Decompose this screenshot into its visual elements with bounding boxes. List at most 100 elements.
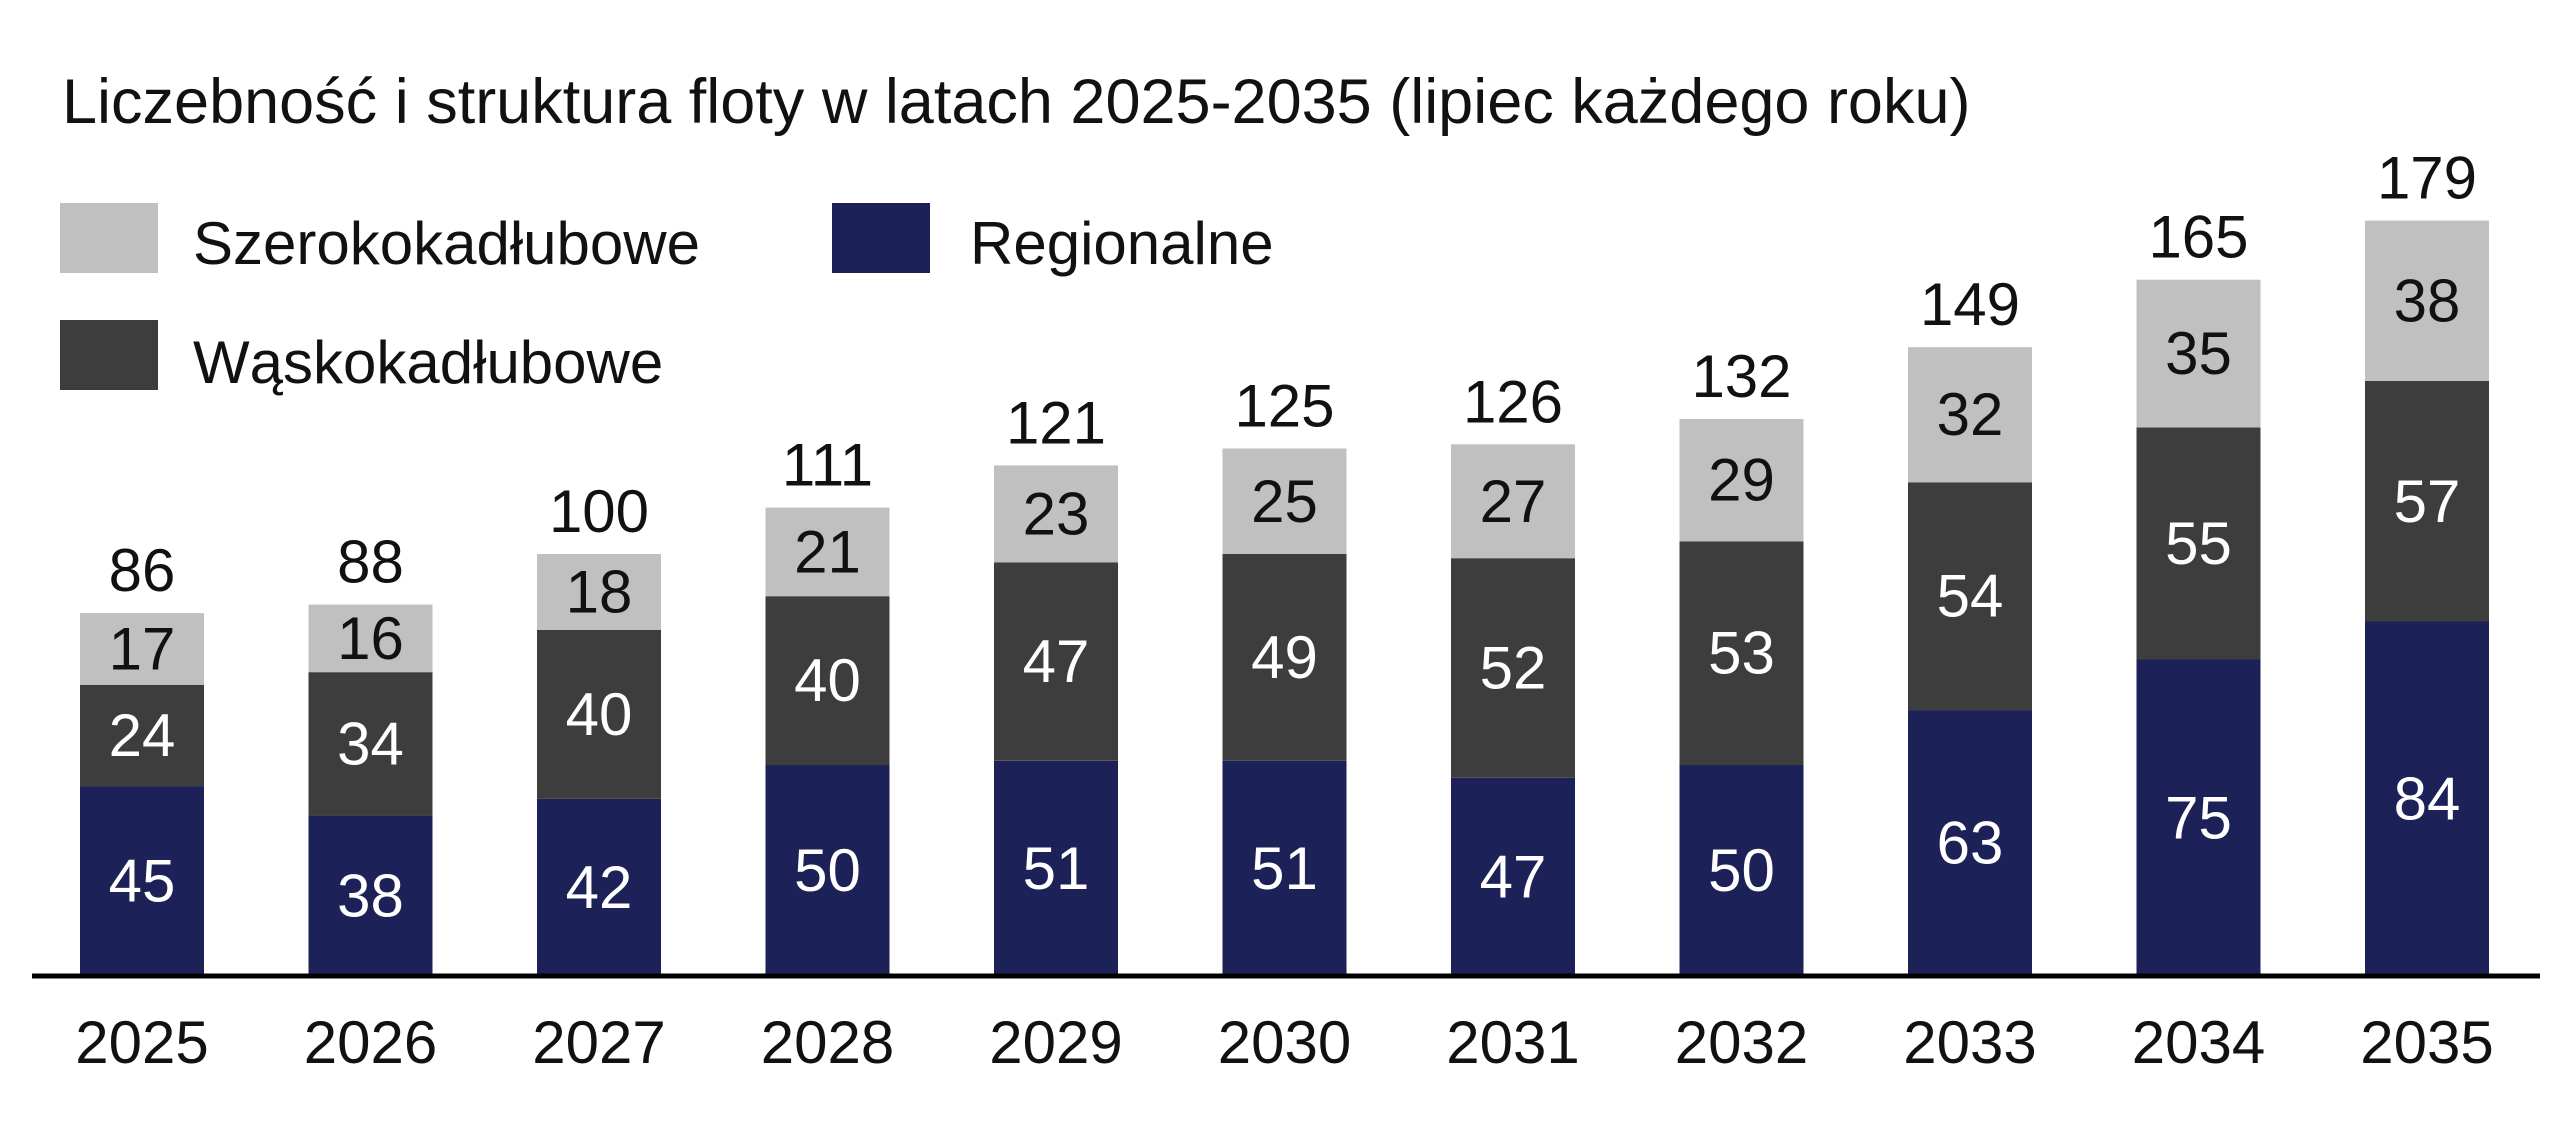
segment-label-waskokadlubowe-2029: 47 — [1023, 628, 1090, 695]
segment-label-waskokadlubowe-2035: 57 — [2394, 468, 2461, 535]
bar-segment-szerokokadlubowe-2035 — [2365, 220, 2489, 381]
bar-segment-regionalne-2029 — [994, 760, 1118, 976]
totals-group: 86 88 100 111 121 125 126 132 149 165 179 — [109, 145, 2477, 604]
segment-label-waskokadlubowe-2026: 34 — [337, 710, 404, 777]
bar-segment-regionalne-2028 — [765, 765, 890, 976]
segment-label-waskokadlubowe-2032: 53 — [1708, 620, 1775, 687]
bar-segment-regionalne-2033 — [1908, 710, 2032, 976]
legend-swatch-waskokadlubowe — [60, 320, 158, 390]
segment-label-waskokadlubowe-2033: 54 — [1937, 563, 2004, 630]
legend-label-szerokokadlubowe: Szerokokadłubowe — [193, 210, 700, 277]
bar-segment-waskokadlubowe-2033 — [1908, 482, 2032, 711]
x-tick-label-2031: 2031 — [1446, 1009, 1579, 1076]
segment-label-regionalne-2030: 51 — [1251, 835, 1318, 902]
total-label-2031: 126 — [1463, 368, 1563, 435]
segment-label-waskokadlubowe-2031: 52 — [1480, 634, 1547, 701]
bars-group: 45 24 17 38 34 16 42 40 18 50 40 21 51 47 23 51 49 25 47 52… — [80, 220, 2489, 976]
segment-label-szerokokadlubowe-2026: 16 — [337, 605, 404, 672]
bar-segment-waskokadlubowe-2030 — [1222, 554, 1347, 761]
total-label-2029: 121 — [1006, 389, 1106, 456]
x-tick-label-2035: 2035 — [2360, 1009, 2493, 1076]
total-label-2030: 125 — [1234, 373, 1334, 440]
segment-label-szerokokadlubowe-2030: 25 — [1251, 468, 1318, 535]
segment-label-regionalne-2033: 63 — [1937, 810, 2004, 877]
bar-segment-szerokokadlubowe-2030 — [1222, 448, 1347, 554]
segment-label-regionalne-2025: 45 — [109, 848, 176, 915]
segment-label-regionalne-2027: 42 — [566, 854, 633, 921]
bar-segment-szerokokadlubowe-2025 — [80, 613, 204, 685]
x-tick-label-2028: 2028 — [761, 1009, 894, 1076]
segment-label-waskokadlubowe-2034: 55 — [2165, 510, 2232, 577]
segment-label-szerokokadlubowe-2027: 18 — [566, 559, 633, 626]
x-tick-label-2025: 2025 — [75, 1009, 208, 1076]
bar-segment-szerokokadlubowe-2029 — [994, 465, 1118, 563]
segment-label-waskokadlubowe-2027: 40 — [566, 681, 633, 748]
total-label-2032: 132 — [1691, 343, 1791, 410]
chart-title: Liczebność i struktura floty w latach 20… — [62, 67, 1971, 137]
total-label-2028: 111 — [782, 432, 873, 499]
bar-segment-szerokokadlubowe-2027 — [537, 554, 661, 630]
bar-segment-regionalne-2031 — [1451, 777, 1575, 976]
legend: Szerokokadłubowe Regionalne Wąskokadłubowe — [60, 203, 1274, 396]
segment-label-szerokokadlubowe-2034: 35 — [2165, 320, 2232, 387]
bar-segment-szerokokadlubowe-2032 — [1679, 419, 1804, 542]
bar-segment-regionalne-2034 — [2136, 659, 2261, 976]
segment-label-szerokokadlubowe-2035: 38 — [2394, 267, 2461, 334]
total-label-2033: 149 — [1920, 271, 2020, 338]
segment-label-szerokokadlubowe-2033: 32 — [1937, 381, 2004, 448]
total-label-2034: 165 — [2148, 204, 2248, 271]
x-tick-label-2033: 2033 — [1903, 1009, 2036, 1076]
segment-label-waskokadlubowe-2028: 40 — [794, 647, 861, 714]
x-tick-label-2029: 2029 — [989, 1009, 1122, 1076]
legend-swatch-regionalne — [832, 203, 930, 273]
bar-segment-waskokadlubowe-2025 — [80, 684, 204, 787]
bar-segment-waskokadlubowe-2032 — [1679, 541, 1804, 765]
bar-segment-szerokokadlubowe-2031 — [1451, 444, 1575, 559]
legend-label-waskokadlubowe: Wąskokadłubowe — [193, 329, 663, 396]
total-label-2026: 88 — [337, 529, 404, 596]
bar-segment-waskokadlubowe-2029 — [994, 562, 1118, 761]
bar-segment-regionalne-2035 — [2365, 621, 2489, 976]
segment-label-regionalne-2035: 84 — [2394, 765, 2461, 832]
bar-segment-waskokadlubowe-2028 — [765, 596, 890, 765]
segment-label-szerokokadlubowe-2032: 29 — [1708, 447, 1775, 514]
bar-segment-waskokadlubowe-2035 — [2365, 381, 2489, 622]
segment-label-regionalne-2032: 50 — [1708, 837, 1775, 904]
bar-segment-regionalne-2027 — [537, 798, 661, 976]
segment-label-szerokokadlubowe-2028: 21 — [794, 518, 861, 585]
total-label-2025: 86 — [109, 537, 176, 604]
x-tick-label-2030: 2030 — [1218, 1009, 1351, 1076]
segment-label-szerokokadlubowe-2025: 17 — [109, 616, 176, 683]
x-tick-label-2032: 2032 — [1675, 1009, 1808, 1076]
segment-label-regionalne-2028: 50 — [794, 837, 861, 904]
bar-segment-regionalne-2025 — [80, 786, 204, 976]
segment-label-regionalne-2034: 75 — [2165, 784, 2232, 851]
bar-segment-waskokadlubowe-2027 — [537, 630, 661, 799]
bar-segment-regionalne-2026 — [308, 815, 433, 976]
x-tick-label-2027: 2027 — [532, 1009, 665, 1076]
segment-label-szerokokadlubowe-2031: 27 — [1480, 468, 1547, 535]
bar-segment-szerokokadlubowe-2034 — [2136, 279, 2261, 428]
bar-segment-regionalne-2032 — [1679, 765, 1804, 976]
legend-label-regionalne: Regionalne — [970, 210, 1274, 277]
legend-swatch-szerokokadlubowe — [60, 203, 158, 273]
bar-segment-waskokadlubowe-2026 — [308, 672, 433, 816]
x-axis-ticks: 2025 2026 2027 2028 2029 2030 2031 2032 2033 2034… — [75, 1009, 2493, 1076]
x-tick-label-2026: 2026 — [304, 1009, 437, 1076]
total-label-2035: 179 — [2377, 145, 2477, 212]
segment-label-waskokadlubowe-2030: 49 — [1251, 624, 1318, 691]
bar-segment-regionalne-2030 — [1222, 760, 1347, 976]
segment-label-regionalne-2026: 38 — [337, 862, 404, 929]
bar-segment-waskokadlubowe-2034 — [2136, 427, 2261, 660]
segment-label-waskokadlubowe-2025: 24 — [109, 702, 176, 769]
total-label-2027: 100 — [549, 478, 649, 545]
segment-label-regionalne-2031: 47 — [1480, 843, 1547, 910]
bar-segment-szerokokadlubowe-2026 — [308, 604, 433, 673]
x-tick-label-2034: 2034 — [2132, 1009, 2265, 1076]
bar-segment-waskokadlubowe-2031 — [1451, 558, 1575, 778]
segment-label-regionalne-2029: 51 — [1023, 835, 1090, 902]
bar-segment-szerokokadlubowe-2033 — [1908, 347, 2032, 483]
segment-label-szerokokadlubowe-2029: 23 — [1023, 480, 1090, 547]
bar-segment-szerokokadlubowe-2028 — [765, 507, 890, 597]
